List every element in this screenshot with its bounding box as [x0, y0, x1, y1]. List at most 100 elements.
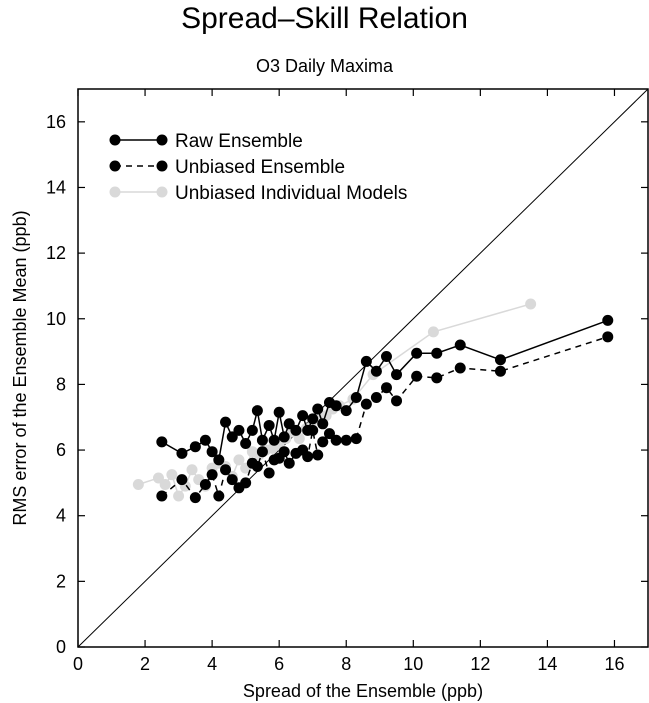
x-axis-label: Spread of the Ensemble (ppb) — [243, 681, 483, 701]
data-point — [186, 464, 198, 476]
y-tick-label: 4 — [56, 506, 66, 526]
data-point — [226, 474, 238, 486]
data-point — [268, 434, 280, 446]
data-point — [156, 490, 168, 502]
data-point — [213, 454, 225, 466]
data-point — [176, 474, 188, 486]
data-point — [380, 382, 392, 394]
data-point — [307, 413, 319, 425]
data-point — [360, 355, 372, 367]
y-tick-label: 0 — [56, 637, 66, 657]
data-point — [370, 392, 382, 404]
data-point — [350, 392, 362, 404]
legend-label: Unbiased Ensemble — [175, 157, 345, 178]
legend-label: Unbiased Individual Models — [175, 183, 407, 204]
data-point — [206, 469, 218, 481]
legend-entry: Unbiased Individual Models — [109, 183, 407, 204]
data-point — [213, 490, 225, 502]
data-point — [278, 431, 290, 443]
data-point — [312, 403, 324, 415]
x-tick-label: 6 — [274, 654, 284, 674]
x-tick-label: 2 — [140, 654, 150, 674]
y-tick-label: 2 — [56, 571, 66, 591]
legend-marker — [156, 186, 168, 198]
data-point — [302, 451, 314, 463]
data-point — [166, 469, 178, 481]
one-to-one-reference-line — [77, 88, 649, 648]
data-point — [494, 365, 506, 377]
data-point — [340, 434, 352, 446]
data-point — [240, 477, 252, 489]
data-point — [297, 410, 309, 422]
data-point — [278, 446, 290, 458]
data-point — [256, 434, 268, 446]
data-point — [240, 437, 252, 449]
data-point — [330, 434, 342, 446]
x-tick-label: 4 — [207, 654, 217, 674]
data-point — [350, 433, 362, 445]
series-2 — [132, 298, 537, 502]
data-point — [380, 351, 392, 363]
legend-label: Raw Ensemble — [175, 131, 303, 152]
y-tick-label: 10 — [46, 309, 66, 329]
data-point — [312, 449, 324, 461]
data-point — [494, 354, 506, 366]
chart-title: Spread–Skill Relation — [181, 2, 468, 35]
data-point — [391, 395, 403, 407]
x-tick-label: 16 — [604, 654, 624, 674]
data-point — [263, 419, 275, 431]
legend-marker — [156, 134, 168, 146]
data-point — [525, 298, 537, 310]
y-tick-label: 12 — [46, 243, 66, 263]
data-point — [427, 326, 439, 338]
legend-marker — [156, 160, 168, 172]
x-tick-label: 0 — [73, 654, 83, 674]
data-point — [307, 424, 319, 436]
data-point — [159, 479, 171, 491]
series-line — [138, 303, 531, 498]
legend-entry: Raw Ensemble — [109, 131, 303, 152]
legend-marker — [109, 160, 121, 172]
y-tick-label: 14 — [46, 177, 66, 197]
data-point — [220, 416, 232, 428]
y-tick-label: 16 — [46, 112, 66, 132]
data-point — [370, 365, 382, 377]
data-point — [251, 405, 263, 417]
data-point — [431, 347, 443, 359]
x-tick-label: 14 — [537, 654, 557, 674]
data-point — [411, 347, 423, 359]
data-point — [602, 331, 614, 343]
legend-marker — [109, 134, 121, 146]
data-point — [176, 447, 188, 459]
data-point — [189, 441, 201, 453]
series-1 — [156, 331, 614, 504]
legend-entry: Unbiased Ensemble — [109, 157, 345, 178]
x-tick-label: 8 — [341, 654, 351, 674]
data-point — [330, 400, 342, 412]
data-point — [199, 479, 211, 491]
data-point — [233, 454, 245, 466]
data-point — [340, 405, 352, 417]
data-point — [251, 460, 263, 472]
data-point — [156, 436, 168, 448]
series-layer — [132, 298, 614, 504]
data-point — [411, 370, 423, 382]
legend: Raw Ensemble Unbiased Ensemble Unbiased In… — [109, 131, 407, 204]
y-tick-label: 6 — [56, 440, 66, 460]
data-point — [273, 406, 285, 418]
chart-subtitle: O3 Daily Maxima — [255, 56, 394, 76]
data-point — [454, 362, 466, 374]
x-tick-label: 10 — [403, 654, 423, 674]
data-point — [256, 446, 268, 458]
x-tick-label: 12 — [470, 654, 490, 674]
data-point — [431, 372, 443, 384]
legend-marker — [109, 186, 121, 198]
y-axis-label: RMS error of the Ensemble Mean (ppb) — [10, 210, 30, 525]
y-tick-label: 8 — [56, 374, 66, 394]
data-point — [290, 424, 302, 436]
data-point — [360, 398, 372, 410]
plot-area-frame — [77, 88, 649, 648]
series-0 — [156, 314, 614, 466]
data-point — [173, 490, 185, 502]
